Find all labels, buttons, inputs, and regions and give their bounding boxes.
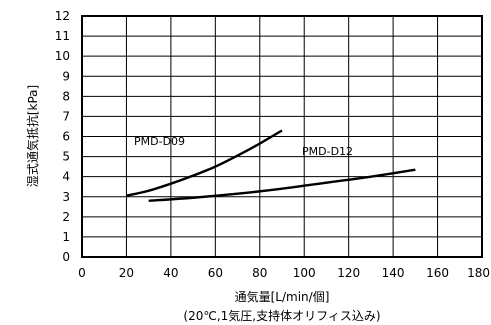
y-tick-label: 12 bbox=[55, 9, 70, 23]
series-group bbox=[126, 129, 416, 202]
x-tick-label: 40 bbox=[163, 266, 178, 280]
y-tick-label: 1 bbox=[62, 230, 70, 244]
x-tick-label: 180 bbox=[467, 266, 490, 280]
x-tick-label: 160 bbox=[426, 266, 449, 280]
plot-frame bbox=[81, 15, 483, 258]
y-tick-label: 11 bbox=[55, 29, 70, 43]
y-tick-label: 10 bbox=[55, 49, 70, 63]
y-tick-label: 7 bbox=[62, 109, 70, 123]
x-tick-label: 100 bbox=[293, 266, 316, 280]
x-axis-title: 通気量[L/min/個] bbox=[235, 289, 330, 304]
x-tick-label: 120 bbox=[337, 266, 360, 280]
y-tick-label: 5 bbox=[62, 150, 70, 164]
y-tick-label: 4 bbox=[62, 170, 70, 184]
series-line-pmd-d12 bbox=[148, 168, 416, 202]
series-label-pmd-d09: PMD-D09 bbox=[134, 135, 185, 148]
y-axis-title: 湿式通気抵抗[kPa] bbox=[25, 85, 40, 187]
x-axis-note: (20℃,1気圧,支持体オリフィス込み) bbox=[183, 308, 380, 323]
x-tick-label: 60 bbox=[208, 266, 223, 280]
y-tick-label: 8 bbox=[62, 89, 70, 103]
series-label-pmd-d12: PMD-D12 bbox=[302, 145, 353, 158]
y-tick-label: 3 bbox=[62, 190, 70, 204]
x-tick-label: 80 bbox=[252, 266, 267, 280]
y-tick-label: 9 bbox=[62, 69, 70, 83]
y-tick-label: 6 bbox=[62, 130, 70, 144]
x-tick-label: 0 bbox=[78, 266, 86, 280]
series-labels: PMD-D09 PMD-D12 bbox=[134, 135, 353, 158]
series-line-pmd-d09 bbox=[126, 129, 283, 197]
x-axis: 0 20 40 60 80 100 120 140 160 180 bbox=[78, 266, 490, 280]
x-tick-label: 20 bbox=[119, 266, 134, 280]
y-tick-label: 2 bbox=[62, 210, 70, 224]
y-tick-label: 0 bbox=[62, 250, 70, 264]
x-tick-label: 140 bbox=[382, 266, 405, 280]
